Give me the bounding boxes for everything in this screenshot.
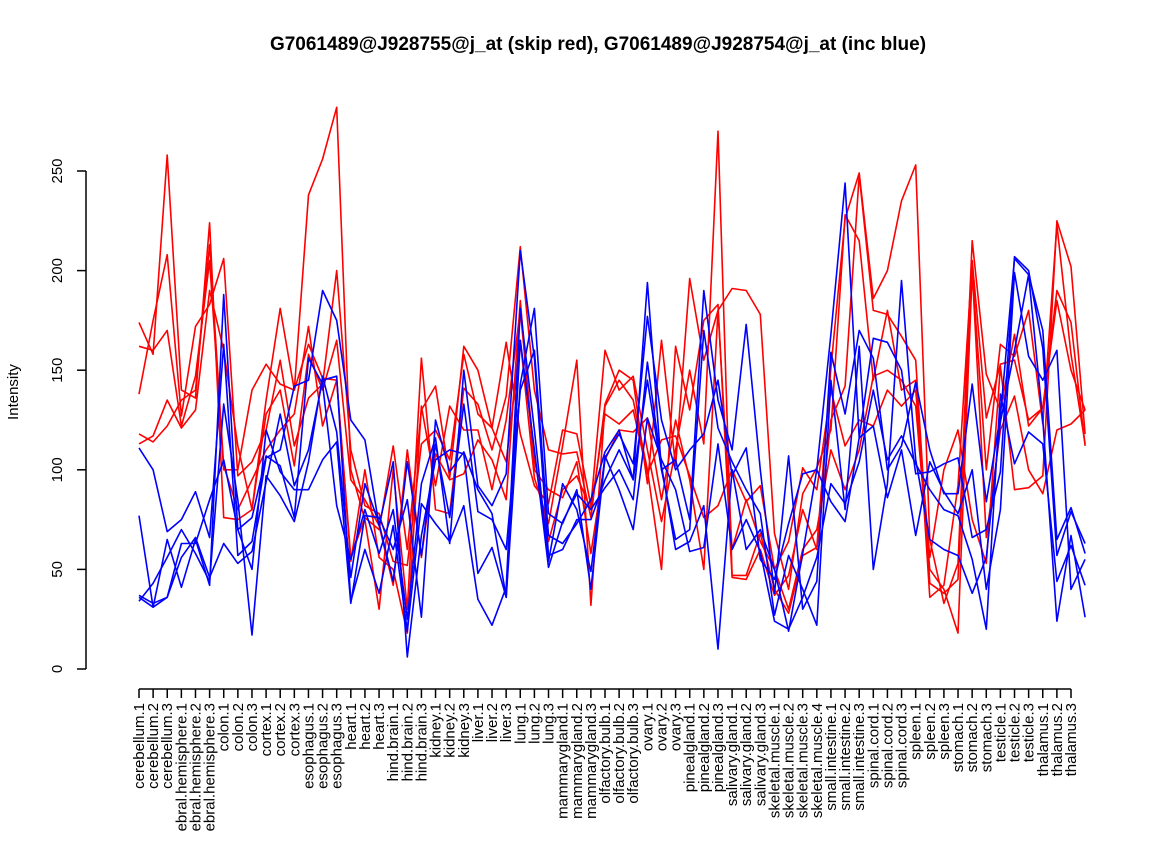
x-tick-label: kidney.3 bbox=[456, 703, 473, 758]
x-tick-label: esophagus.1 bbox=[300, 703, 317, 789]
x-axis: cerebellum.1cerebellum.2cerebellum.3ebra… bbox=[131, 688, 1080, 831]
x-tick-label: stomach.3 bbox=[978, 703, 995, 772]
x-tick-label: hind.brain.2 bbox=[399, 703, 416, 781]
x-tick-label: stomach.1 bbox=[950, 703, 967, 772]
x-tick-label: esophagus.3 bbox=[329, 703, 346, 789]
x-tick-label: ovary.2 bbox=[653, 703, 670, 751]
series-line-5 bbox=[138, 269, 1086, 634]
x-tick-label: thalamus.1 bbox=[1035, 703, 1052, 776]
x-tick-label: esophagus.2 bbox=[315, 703, 332, 789]
x-tick-label: spinal.cord.2 bbox=[879, 703, 896, 788]
x-tick-label: heart.3 bbox=[371, 703, 388, 750]
x-tick-label: kidney.1 bbox=[428, 703, 445, 758]
series-layer bbox=[138, 106, 1086, 658]
series-line-8 bbox=[138, 249, 1086, 621]
chart-title: G7061489@J928755@j_at (skip red), G70614… bbox=[270, 34, 926, 55]
x-tick-label: colon.1 bbox=[216, 703, 233, 751]
x-tick-label: testicle.2 bbox=[1007, 703, 1024, 762]
series-line-1 bbox=[138, 130, 1086, 615]
x-tick-label: lung.2 bbox=[526, 703, 543, 744]
x-tick-label: spinal.cord.3 bbox=[894, 703, 911, 788]
y-tick-label: 150 bbox=[49, 358, 66, 383]
x-tick-label: salivary.gland.3 bbox=[752, 703, 769, 806]
x-tick-label: thalamus.3 bbox=[1063, 703, 1080, 776]
x-tick-label: mammarygland.2 bbox=[569, 703, 586, 819]
x-tick-label: testicle.3 bbox=[1021, 703, 1038, 762]
x-tick-label: olfactory.bulb.2 bbox=[611, 703, 628, 804]
x-tick-label: mammarygland.1 bbox=[555, 703, 572, 819]
x-tick-label: spleen.1 bbox=[908, 703, 925, 760]
x-tick-label: pinealgland.3 bbox=[710, 703, 727, 792]
x-tick-label: cortex.2 bbox=[272, 703, 289, 756]
x-tick-label: ovary.3 bbox=[668, 703, 685, 751]
x-tick-label: salivary.gland.1 bbox=[724, 703, 741, 806]
x-tick-label: hind.brain.1 bbox=[385, 703, 402, 781]
y-tick-label: 50 bbox=[49, 561, 66, 578]
x-tick-label: olfactory.bulb.1 bbox=[597, 703, 614, 804]
x-tick-label: colon.2 bbox=[230, 703, 247, 751]
x-tick-label: cerebellum.3 bbox=[159, 703, 176, 789]
x-tick-label: cerebellum.1 bbox=[131, 703, 148, 789]
x-tick-label: cortex.1 bbox=[258, 703, 275, 756]
x-tick-label: ebral.hemisphere.2 bbox=[187, 703, 204, 831]
x-tick-label: kidney.2 bbox=[442, 703, 459, 758]
x-tick-label: pinealgland.2 bbox=[696, 703, 713, 792]
x-tick-label: colon.3 bbox=[244, 703, 261, 751]
x-tick-label: liver.1 bbox=[470, 703, 487, 742]
x-tick-label: testicle.1 bbox=[992, 703, 1009, 762]
x-tick-label: olfactory.bulb.3 bbox=[625, 703, 642, 804]
x-tick-label: cortex.3 bbox=[286, 703, 303, 756]
series-line-10 bbox=[138, 307, 1086, 633]
x-tick-label: spleen.3 bbox=[936, 703, 953, 760]
x-tick-label: spleen.2 bbox=[922, 703, 939, 760]
x-tick-label: skeletal.muscle.1 bbox=[766, 703, 783, 818]
x-tick-label: liver.2 bbox=[484, 703, 501, 742]
series-line-2 bbox=[138, 106, 1086, 611]
x-tick-label: ebral.hemisphere.1 bbox=[173, 703, 190, 831]
x-tick-label: lung.3 bbox=[541, 703, 558, 744]
x-tick-label: mammarygland.3 bbox=[583, 703, 600, 819]
x-tick-label: ovary.1 bbox=[639, 703, 656, 751]
x-tick-label: small.intestine.2 bbox=[837, 703, 854, 811]
y-tick-label: 250 bbox=[49, 158, 66, 183]
y-tick-label: 0 bbox=[49, 665, 66, 673]
y-axis-label: Intensity bbox=[5, 364, 22, 420]
x-tick-label: spinal.cord.1 bbox=[865, 703, 882, 788]
x-tick-label: hind.brain.3 bbox=[413, 703, 430, 781]
x-tick-label: lung.1 bbox=[512, 703, 529, 744]
x-tick-label: small.intestine.3 bbox=[851, 703, 868, 811]
x-tick-label: stomach.2 bbox=[964, 703, 981, 772]
y-axis: 0 50 100 150 200 250 bbox=[49, 158, 87, 673]
x-tick-label: heart.1 bbox=[343, 703, 360, 750]
x-tick-label: skeletal.muscle.2 bbox=[781, 703, 798, 818]
y-tick-label: 200 bbox=[49, 258, 66, 283]
x-tick-label: cerebellum.2 bbox=[145, 703, 162, 789]
x-tick-label: liver.3 bbox=[498, 703, 515, 742]
series-line-4 bbox=[138, 220, 1086, 634]
series-line-9 bbox=[138, 273, 1086, 636]
x-tick-label: skeletal.muscle.4 bbox=[809, 703, 826, 818]
x-tick-label: heart.2 bbox=[357, 703, 374, 750]
x-tick-label: pinealgland.1 bbox=[682, 703, 699, 792]
x-tick-label: small.intestine.1 bbox=[823, 703, 840, 811]
x-tick-label: salivary.gland.2 bbox=[738, 703, 755, 806]
x-tick-label: ebral.hemisphere.3 bbox=[202, 703, 219, 831]
x-tick-label: skeletal.muscle.3 bbox=[795, 703, 812, 818]
y-tick-label: 100 bbox=[49, 457, 66, 482]
x-tick-label: thalamus.2 bbox=[1049, 703, 1066, 776]
